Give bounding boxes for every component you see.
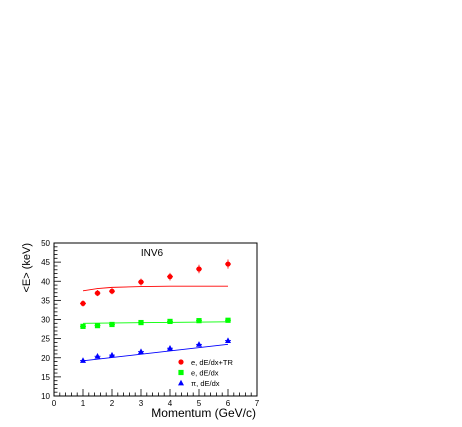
data-point	[109, 288, 115, 294]
y-tick-label: 10	[41, 392, 50, 401]
chart-title: INV6	[141, 248, 164, 259]
data-point	[196, 318, 202, 324]
legend-marker	[178, 379, 184, 386]
data-point	[80, 357, 86, 363]
data-point	[225, 261, 231, 267]
x-tick-label: 7	[255, 399, 260, 408]
y-tick-label: 30	[41, 316, 50, 325]
data-point	[138, 319, 144, 326]
legend-label: e, dE/dx	[191, 369, 219, 378]
fit-line	[82, 343, 229, 362]
x-tick-label: 6	[226, 399, 231, 408]
x-tick-label: 5	[197, 399, 202, 408]
data-point	[167, 344, 173, 351]
legend-marker	[178, 369, 184, 376]
x-tick-label: 0	[52, 399, 57, 408]
data-point	[138, 348, 144, 355]
fit-line	[82, 321, 229, 324]
y-tick-label: 40	[41, 277, 50, 286]
legend-label: e, dE/dx+TR	[191, 358, 233, 367]
data-point	[94, 353, 101, 359]
data-point	[196, 341, 202, 347]
x-tick-label: 4	[168, 399, 173, 408]
data-point	[167, 318, 173, 325]
y-tick-label: 15	[41, 373, 50, 382]
x-tick-label: 3	[139, 399, 144, 408]
data-point	[138, 279, 144, 285]
legend-marker	[178, 359, 184, 365]
data-point	[225, 317, 231, 323]
y-axis-label: <E> (keV)	[21, 243, 33, 293]
y-tick-label: 45	[41, 258, 50, 267]
fit-line	[82, 285, 228, 292]
y-tick-label: 20	[41, 354, 50, 363]
data-point	[167, 274, 173, 280]
y-tick-label: 25	[41, 335, 50, 344]
data-point	[80, 323, 86, 329]
x-tick-label: 2	[110, 399, 115, 408]
x-tick-label: 1	[81, 399, 86, 408]
data-point	[94, 290, 101, 296]
data-point	[94, 323, 101, 329]
x-axis-label: Momentum (GeV/c)	[151, 406, 256, 420]
y-tick-label: 50	[41, 239, 50, 248]
data-point	[225, 337, 231, 343]
data-point	[109, 351, 115, 358]
data-point	[196, 266, 202, 272]
data-point	[80, 300, 86, 307]
legend-label: π, dE/dx	[191, 379, 220, 388]
y-tick-label: 35	[41, 296, 50, 305]
data-point	[109, 321, 115, 328]
